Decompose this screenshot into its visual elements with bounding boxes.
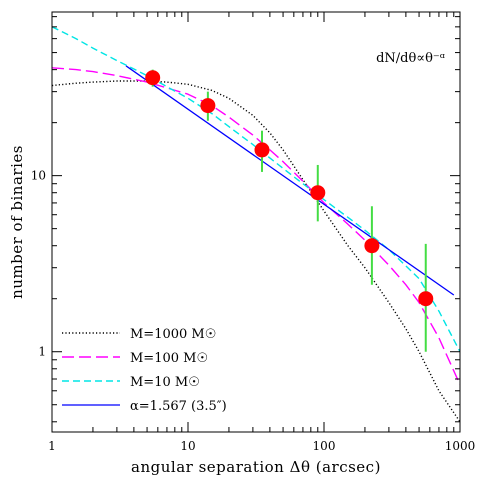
data-point <box>145 70 161 86</box>
series-line-0 <box>52 80 460 423</box>
data-point <box>310 185 326 201</box>
legend-label-3: α=1.567 (3.5″) <box>130 399 227 414</box>
legend-label-2: M=10 M☉ <box>130 375 200 390</box>
legend-label-1: M=100 M☉ <box>130 351 208 366</box>
y-axis-title: number of binaries <box>8 145 26 299</box>
series-line-3 <box>125 65 455 296</box>
legend-label-0: M=1000 M☉ <box>130 327 216 342</box>
x-tick-label: 1 <box>48 439 56 453</box>
y-tick-label: 10 <box>31 169 46 183</box>
series-line-2 <box>52 26 460 353</box>
legend: M=1000 M☉ M=100 M☉ M=10 M☉ α=1.567 (3.5″) <box>62 327 227 414</box>
x-tick-label: 1000 <box>445 439 476 453</box>
annotation: dN/dθ∝θ⁻ᵅ <box>376 51 445 66</box>
data-point <box>254 142 270 158</box>
data-point <box>418 291 434 307</box>
axes-layer: 1 10 100 1000 1 10 <box>31 11 476 453</box>
x-tick-label: 10 <box>180 439 195 453</box>
data-point <box>200 98 216 114</box>
series-line-1 <box>52 67 460 385</box>
plot-frame <box>51 11 461 433</box>
y-tick-label: 1 <box>38 345 46 359</box>
x-tick-label: 100 <box>313 439 336 453</box>
data-layer <box>52 26 460 423</box>
data-point <box>364 238 380 254</box>
x-axis-title: angular separation Δθ (arcsec) <box>131 458 381 476</box>
